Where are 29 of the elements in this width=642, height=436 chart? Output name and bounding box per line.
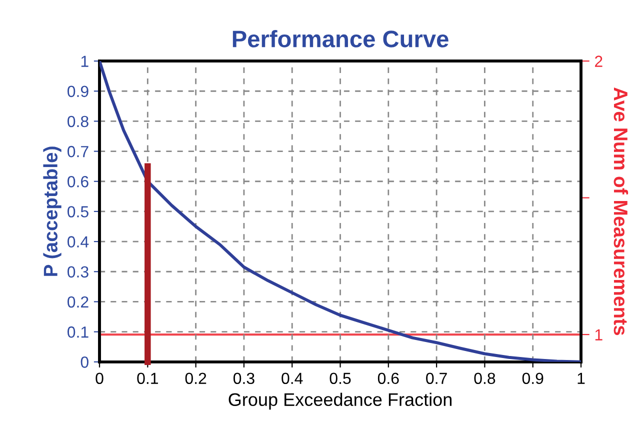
y-tick-label: 0.9 [68, 86, 88, 98]
x-tick-label: 0.3 [233, 372, 254, 384]
x-tick-label: 0.7 [426, 372, 447, 384]
x-tick-label: 0.9 [522, 372, 544, 384]
y-tick-label: 0.5 [68, 206, 88, 218]
y-tick-label: 0 [80, 356, 88, 368]
y2-tick-label: 1 [595, 329, 602, 340]
y-tick-label: 0.2 [68, 296, 88, 308]
x-tick-label: 0 [96, 372, 104, 384]
chart-title: Performance Curve [232, 30, 448, 48]
y-axis-title: P (acceptable) [43, 146, 62, 276]
x-tick-label: 0.1 [137, 372, 158, 384]
y-tick-label: 0.6 [68, 176, 88, 188]
y-tick-label: 0.7 [68, 146, 88, 158]
y-tick-label: 0.8 [68, 116, 88, 128]
y2-axis-title: Ave Num of Measurements [614, 88, 628, 336]
y-tick-label: 0.1 [68, 326, 88, 338]
x-tick-label: 0.8 [474, 372, 496, 384]
line-series [100, 61, 582, 362]
x-tick-label: 0.4 [282, 372, 303, 384]
y2-tick-label: 2 [595, 56, 602, 67]
x-tick-label: 1 [578, 372, 585, 384]
y-tick-label: 0.4 [68, 236, 89, 248]
x-tick-label: 0.2 [185, 372, 206, 384]
x-tick-label: 0.6 [378, 372, 399, 384]
x-axis-title: Group Exceedance Fraction [228, 392, 452, 410]
y-tick-label: 1 [81, 56, 88, 67]
y-tick-label: 0.3 [68, 266, 88, 278]
x-tick-label: 0.5 [330, 372, 351, 384]
